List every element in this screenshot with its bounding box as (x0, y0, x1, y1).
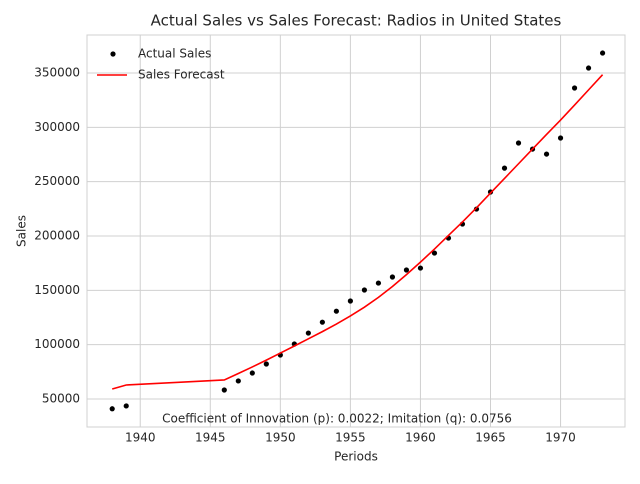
plot-frame (86, 34, 626, 428)
x-tick-label: 1965 (475, 431, 506, 445)
y-tick-label: 150000 (34, 283, 80, 297)
data-point (375, 280, 382, 286)
data-point (599, 50, 606, 56)
data-point (417, 265, 424, 271)
data-point (319, 319, 325, 325)
data-point (263, 361, 269, 367)
data-point (501, 165, 508, 171)
data-point (543, 151, 550, 157)
data-point (235, 378, 241, 384)
x-tick-label: 1950 (265, 431, 296, 445)
data-point (347, 298, 353, 304)
data-point (557, 135, 564, 141)
annotation: Coefficient of Innovation (p): 0.0022; I… (162, 412, 512, 426)
data-point (389, 274, 396, 280)
data-point (403, 267, 410, 273)
data-point (571, 85, 578, 91)
x-tick-label: 1940 (125, 431, 156, 445)
data-point (585, 65, 592, 71)
x-tick-label: 1955 (335, 431, 366, 445)
data-point (109, 406, 115, 412)
y-tick-label: 50000 (42, 391, 80, 405)
y-axis-label: Sales (15, 215, 29, 247)
data-point (123, 403, 129, 409)
data-point (221, 387, 227, 393)
data-point (473, 206, 480, 212)
forecast-line (111, 74, 604, 390)
y-tick-label: 300000 (34, 120, 80, 134)
data-point (249, 370, 255, 376)
data-point (361, 287, 368, 293)
y-tick-label: 250000 (34, 174, 80, 188)
x-tick-label: 1960 (405, 431, 436, 445)
y-tick-label: 350000 (34, 66, 80, 80)
x-tick-label: 1970 (545, 431, 576, 445)
data-point (431, 250, 438, 256)
x-tick-label: 1945 (195, 431, 226, 445)
legend-label: Actual Sales (138, 47, 211, 61)
data-point (333, 308, 339, 314)
legend-marker (110, 51, 116, 57)
chart-title: Actual Sales vs Sales Forecast: Radios i… (151, 12, 562, 30)
data-point (515, 140, 522, 146)
y-tick-label: 200000 (34, 229, 80, 243)
x-axis-label: Periods (334, 450, 378, 464)
legend-label: Sales Forecast (138, 68, 225, 82)
y-tick-label: 100000 (34, 337, 80, 351)
data-point (305, 330, 311, 336)
